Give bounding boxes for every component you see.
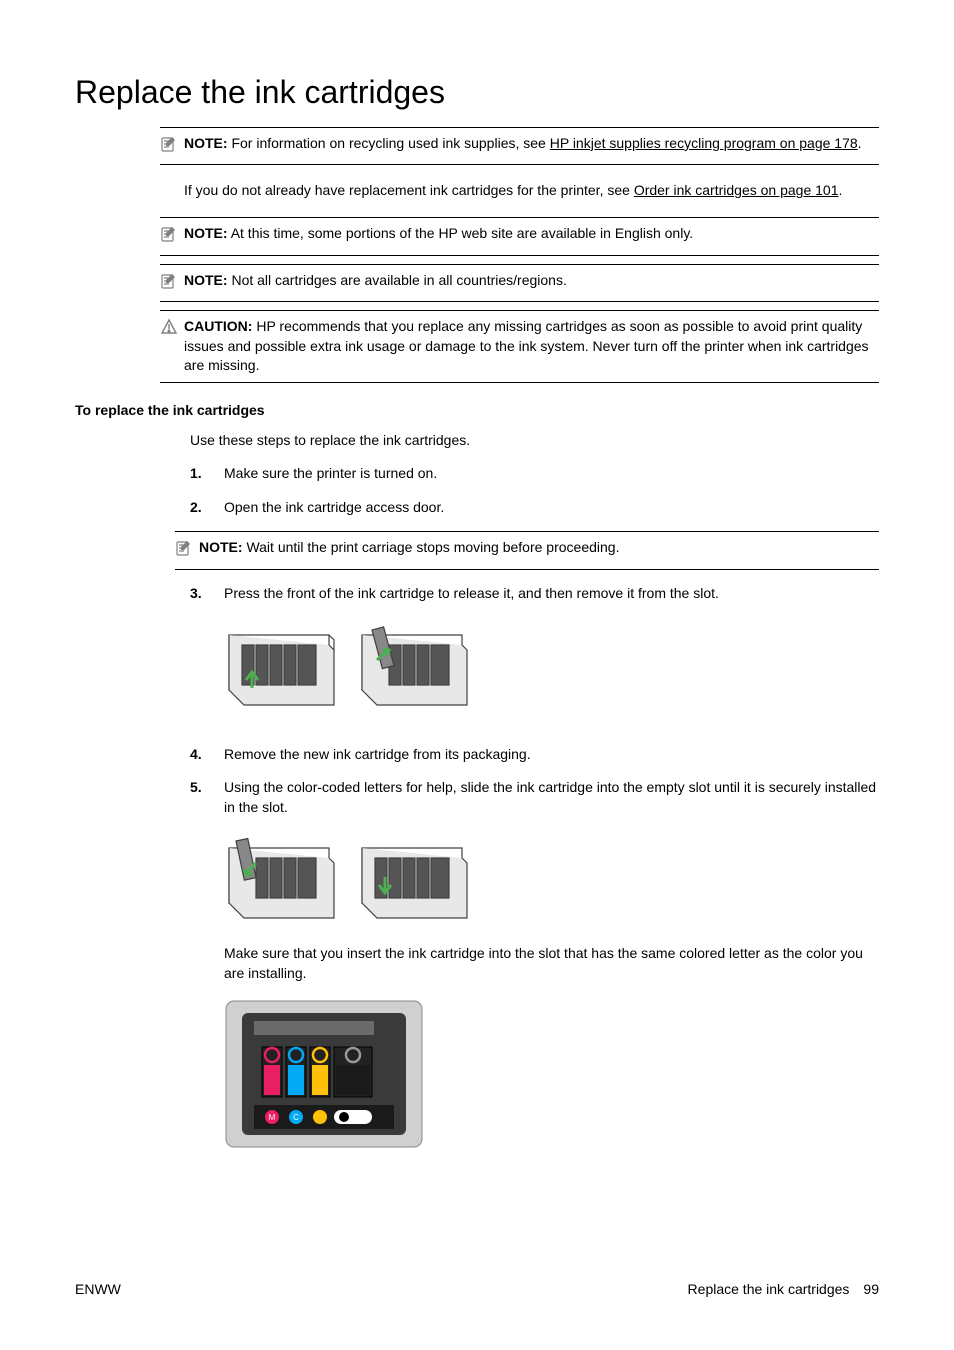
step-4: 4. Remove the new ink cartridge from its… — [190, 745, 879, 765]
svg-text:M: M — [269, 1113, 276, 1122]
note-english-only: NOTE: At this time, some portions of the… — [160, 217, 879, 256]
caution-missing-cartridges: CAUTION: HP recommends that you replace … — [160, 310, 879, 383]
link-order-cartridges[interactable]: Order ink cartridges on page 101 — [634, 182, 839, 198]
step-3: 3. Press the front of the ink cartridge … — [190, 584, 879, 731]
step5-followup: Make sure that you insert the ink cartri… — [224, 944, 879, 983]
footer-page-number: 99 — [863, 1280, 879, 1300]
note-text-pre: For information on recycling used ink su… — [231, 135, 549, 151]
note-icon — [160, 134, 178, 159]
step-number: 1. — [190, 464, 206, 484]
caution-text: HP recommends that you replace any missi… — [184, 318, 869, 373]
step-number: 2. — [190, 498, 206, 518]
caution-icon — [160, 317, 178, 342]
figure-cartridge-slots: M C — [224, 999, 879, 1155]
step-number: 3. — [190, 584, 206, 731]
note-regions: NOTE: Not all cartridges are available i… — [160, 264, 879, 303]
paragraph-order-cartridges: If you do not already have replacement i… — [160, 173, 879, 209]
note-recycling: NOTE: For information on recycling used … — [160, 127, 879, 166]
step-5: 5. Using the color-coded letters for hel… — [190, 778, 879, 1171]
note-icon — [160, 224, 178, 249]
figure-insert-cartridge — [224, 833, 879, 928]
step-text: Remove the new ink cartridge from its pa… — [224, 745, 879, 765]
step-1: 1. Make sure the printer is turned on. — [190, 464, 879, 484]
link-recycling-program[interactable]: HP inkjet supplies recycling program on … — [550, 135, 858, 151]
step-text: Make sure the printer is turned on. — [224, 464, 879, 484]
section-heading: To replace the ink cartridges — [75, 401, 879, 421]
note-text: At this time, some portions of the HP we… — [231, 225, 694, 241]
page-footer: ENWW Replace the ink cartridges 99 — [75, 1280, 879, 1300]
note-text-post: . — [858, 135, 862, 151]
step-text: Open the ink cartridge access door. — [224, 498, 879, 518]
note-icon — [175, 538, 193, 563]
note-label: NOTE: — [184, 225, 228, 241]
plain-text-pre: If you do not already have replacement i… — [184, 182, 634, 198]
step-text: Press the front of the ink cartridge to … — [224, 584, 879, 604]
note-text: Not all cartridges are available in all … — [231, 272, 566, 288]
footer-section-label: Replace the ink cartridges — [688, 1280, 850, 1300]
step-2: 2. Open the ink cartridge access door. — [190, 498, 879, 518]
note-text: Wait until the print carriage stops movi… — [246, 539, 619, 555]
caution-label: CAUTION: — [184, 318, 252, 334]
step-text: Using the color-coded letters for help, … — [224, 778, 879, 817]
svg-text:C: C — [293, 1113, 299, 1122]
step-number: 4. — [190, 745, 206, 765]
step-number: 5. — [190, 778, 206, 1171]
note-carriage-wait: NOTE: Wait until the print carriage stop… — [175, 531, 879, 570]
figure-remove-cartridge — [224, 620, 879, 715]
note-label: NOTE: — [199, 539, 243, 555]
note-icon — [160, 271, 178, 296]
page-title: Replace the ink cartridges — [75, 70, 879, 115]
note-label: NOTE: — [184, 135, 228, 151]
footer-left: ENWW — [75, 1280, 121, 1300]
note-label: NOTE: — [184, 272, 228, 288]
plain-text-post: . — [839, 182, 843, 198]
intro-text: Use these steps to replace the ink cartr… — [190, 431, 879, 451]
